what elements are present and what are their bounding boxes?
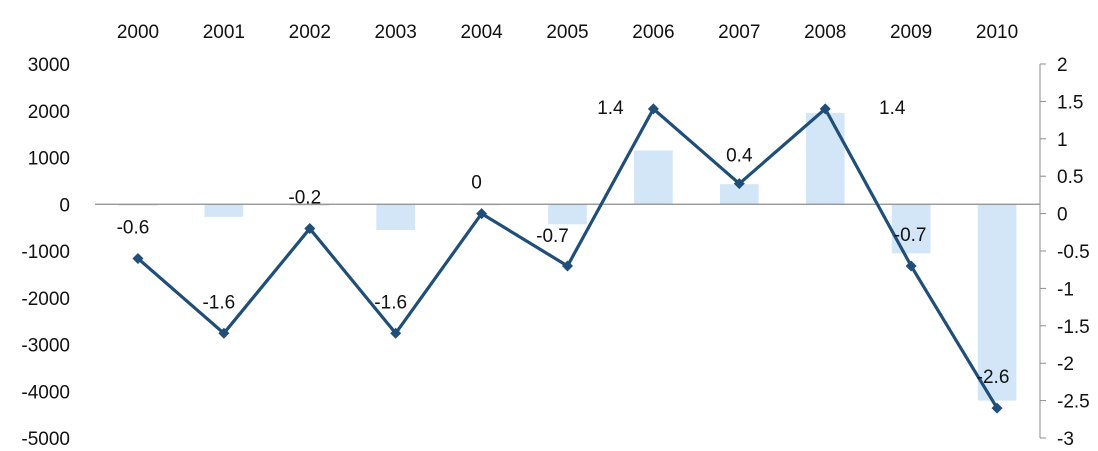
left-axis-tick-label: 2000 <box>28 102 70 123</box>
data-label-2005: -0.7 <box>536 226 569 247</box>
right-axis-tick-label: 1.5 <box>1057 92 1083 113</box>
left-axis-tick-label: -4000 <box>21 382 70 403</box>
bar-2010 <box>977 204 1017 401</box>
x-axis-category-label: 2003 <box>375 22 417 43</box>
right-axis-tick-label: 0.5 <box>1057 167 1083 188</box>
x-axis-category-label: 2002 <box>289 22 331 43</box>
line-marker-2008 <box>819 103 831 115</box>
data-label-2001: -1.6 <box>202 292 235 313</box>
right-axis-tick-label: -2.5 <box>1057 392 1090 413</box>
line-marker-2007 <box>733 178 745 190</box>
bar-2001 <box>204 204 244 217</box>
x-axis-category-label: 2009 <box>890 22 932 43</box>
data-label-2002: -0.2 <box>288 188 321 209</box>
x-axis-category-label: 2007 <box>718 22 760 43</box>
x-axis-category-label: 2004 <box>460 22 503 43</box>
data-label-2004: 0 <box>471 173 482 194</box>
right-axis-tick-label: -1 <box>1057 279 1074 300</box>
bar-2003 <box>376 204 416 230</box>
line-marker-2010 <box>991 402 1003 414</box>
left-axis-tick-label: 0 <box>59 195 70 216</box>
x-axis-category-label: 2010 <box>976 22 1018 43</box>
right-axis-tick-label: -0.5 <box>1057 242 1090 263</box>
line-marker-2009 <box>905 260 917 272</box>
bar-2008 <box>805 113 845 205</box>
line-marker-2003 <box>390 327 402 339</box>
data-label-2003: -1.6 <box>374 292 407 313</box>
line-series <box>136 106 999 409</box>
data-label-2008: 1.4 <box>879 98 906 119</box>
right-axis-tick-label: 2 <box>1057 55 1068 76</box>
right-axis-tick-label: -1.5 <box>1057 317 1090 338</box>
bar-2000 <box>118 204 158 206</box>
left-axis-tick-label: -3000 <box>21 336 70 357</box>
right-axis-tick-label: -3 <box>1057 429 1074 446</box>
right-axis-tick-label: 0 <box>1057 205 1068 226</box>
x-axis-category-label: 2006 <box>632 22 674 43</box>
x-axis-category-label: 2005 <box>546 22 588 43</box>
x-axis-category-label: 2001 <box>203 22 245 43</box>
line-marker-2006 <box>647 103 659 115</box>
left-axis-tick-label: -1000 <box>21 242 70 263</box>
left-axis-tick-label: 3000 <box>28 55 70 76</box>
bar-2002 <box>290 204 330 206</box>
left-axis-tick-label: 1000 <box>28 149 70 170</box>
right-axis-tick-label: 1 <box>1057 130 1068 151</box>
data-label-2010: -2.6 <box>977 367 1010 388</box>
x-axis-category-label: 2000 <box>117 22 159 43</box>
bar-2007 <box>719 184 759 205</box>
bar-2006 <box>634 150 673 205</box>
bar-2005 <box>548 204 587 225</box>
left-axis-tick-label: -5000 <box>21 429 70 446</box>
data-label-2006: 1.4 <box>597 98 624 119</box>
line-marker-2004 <box>476 208 488 220</box>
data-label-2009: -0.7 <box>894 225 927 246</box>
data-label-2007: 0.4 <box>726 146 753 167</box>
data-label-2000: -0.6 <box>117 217 150 238</box>
x-axis-category-label: 2008 <box>804 22 846 43</box>
left-axis-tick-label: -2000 <box>21 289 70 310</box>
line-marker-2005 <box>562 260 573 272</box>
line-marker-2002 <box>304 223 316 235</box>
right-axis-tick-label: -2 <box>1057 354 1074 375</box>
line-marker-2000 <box>132 252 144 264</box>
line-marker-2001 <box>218 327 230 339</box>
